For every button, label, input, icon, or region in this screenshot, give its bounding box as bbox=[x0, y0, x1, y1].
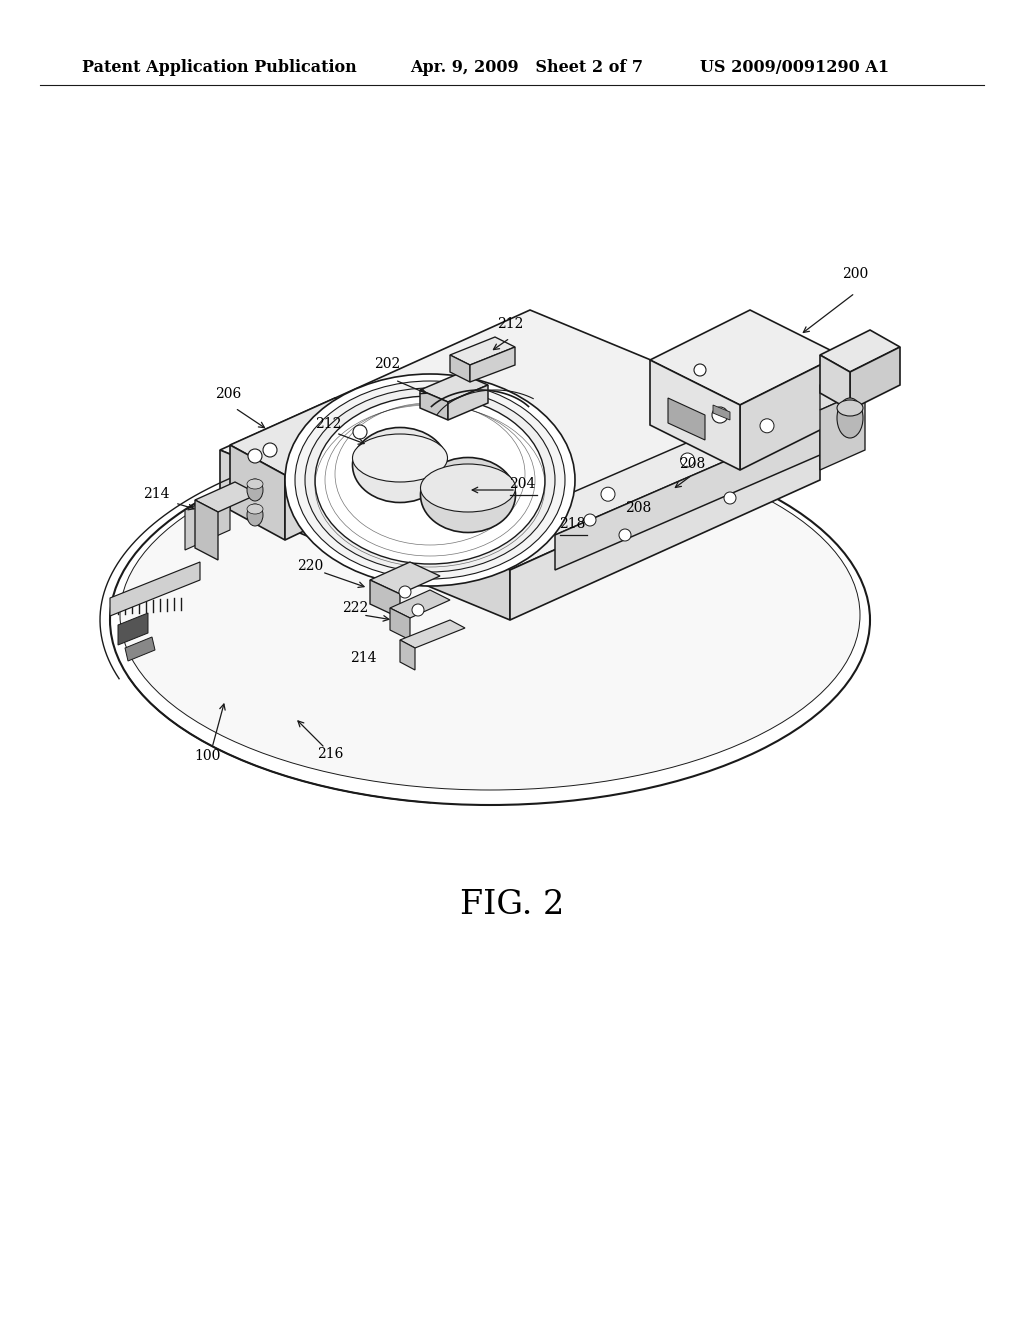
Ellipse shape bbox=[315, 396, 545, 564]
Circle shape bbox=[263, 444, 278, 457]
Circle shape bbox=[712, 407, 728, 422]
Polygon shape bbox=[220, 450, 510, 620]
Circle shape bbox=[724, 492, 736, 504]
Text: 208: 208 bbox=[679, 457, 706, 471]
Circle shape bbox=[353, 425, 367, 440]
Ellipse shape bbox=[305, 388, 555, 572]
Polygon shape bbox=[185, 490, 230, 550]
Text: 200: 200 bbox=[842, 267, 868, 281]
Polygon shape bbox=[820, 389, 865, 470]
Polygon shape bbox=[820, 355, 850, 411]
Ellipse shape bbox=[247, 504, 263, 525]
Polygon shape bbox=[555, 385, 820, 535]
Text: US 2009/0091290 A1: US 2009/0091290 A1 bbox=[700, 59, 889, 77]
Polygon shape bbox=[650, 360, 740, 470]
Circle shape bbox=[760, 418, 774, 433]
Polygon shape bbox=[370, 579, 400, 618]
Polygon shape bbox=[118, 612, 148, 645]
Text: 216: 216 bbox=[316, 747, 343, 762]
Circle shape bbox=[694, 364, 706, 376]
Circle shape bbox=[248, 449, 262, 463]
Polygon shape bbox=[285, 428, 390, 540]
Polygon shape bbox=[390, 609, 410, 640]
Text: 220: 220 bbox=[297, 558, 324, 573]
Polygon shape bbox=[400, 620, 465, 648]
Ellipse shape bbox=[285, 374, 575, 586]
Polygon shape bbox=[470, 347, 515, 381]
Polygon shape bbox=[668, 399, 705, 440]
Circle shape bbox=[399, 586, 411, 598]
Circle shape bbox=[412, 605, 424, 616]
Polygon shape bbox=[420, 374, 488, 403]
Ellipse shape bbox=[247, 479, 263, 502]
Text: 218: 218 bbox=[559, 517, 585, 531]
Text: 206: 206 bbox=[215, 387, 241, 401]
Polygon shape bbox=[110, 562, 200, 616]
Circle shape bbox=[601, 487, 615, 502]
Polygon shape bbox=[650, 310, 840, 405]
Polygon shape bbox=[400, 640, 415, 671]
Polygon shape bbox=[195, 500, 218, 560]
Ellipse shape bbox=[247, 479, 263, 488]
Text: 222: 222 bbox=[342, 601, 368, 615]
Polygon shape bbox=[370, 562, 440, 594]
Polygon shape bbox=[713, 405, 730, 420]
Ellipse shape bbox=[837, 399, 863, 438]
Polygon shape bbox=[390, 590, 450, 618]
Text: Patent Application Publication: Patent Application Publication bbox=[82, 59, 356, 77]
Text: 100: 100 bbox=[194, 748, 220, 763]
Polygon shape bbox=[555, 420, 820, 570]
Ellipse shape bbox=[837, 400, 863, 416]
Text: 208: 208 bbox=[625, 502, 651, 515]
Circle shape bbox=[584, 513, 596, 525]
Polygon shape bbox=[195, 482, 258, 512]
Text: FIG. 2: FIG. 2 bbox=[460, 888, 564, 921]
Polygon shape bbox=[850, 347, 900, 411]
Ellipse shape bbox=[421, 458, 515, 532]
Text: 204: 204 bbox=[509, 477, 536, 491]
Polygon shape bbox=[450, 337, 515, 366]
Polygon shape bbox=[450, 355, 470, 381]
Polygon shape bbox=[820, 366, 865, 411]
Circle shape bbox=[618, 529, 631, 541]
Polygon shape bbox=[230, 399, 390, 475]
Polygon shape bbox=[449, 385, 488, 420]
Polygon shape bbox=[740, 355, 840, 470]
Ellipse shape bbox=[295, 381, 565, 579]
Polygon shape bbox=[220, 310, 820, 570]
Polygon shape bbox=[125, 638, 155, 661]
Ellipse shape bbox=[247, 504, 263, 513]
Ellipse shape bbox=[352, 428, 447, 503]
Polygon shape bbox=[230, 445, 285, 540]
Ellipse shape bbox=[352, 434, 447, 482]
Text: Apr. 9, 2009   Sheet 2 of 7: Apr. 9, 2009 Sheet 2 of 7 bbox=[410, 59, 643, 77]
Polygon shape bbox=[420, 389, 449, 420]
Text: 212: 212 bbox=[314, 417, 341, 432]
Polygon shape bbox=[510, 430, 820, 620]
Text: 212: 212 bbox=[497, 317, 523, 331]
Text: 214: 214 bbox=[143, 487, 170, 502]
Text: 214: 214 bbox=[350, 651, 376, 665]
Circle shape bbox=[681, 453, 694, 467]
Ellipse shape bbox=[110, 436, 870, 805]
Ellipse shape bbox=[120, 440, 860, 789]
Circle shape bbox=[554, 484, 566, 496]
Text: 202: 202 bbox=[374, 356, 400, 371]
Ellipse shape bbox=[421, 465, 515, 512]
Polygon shape bbox=[820, 330, 900, 372]
